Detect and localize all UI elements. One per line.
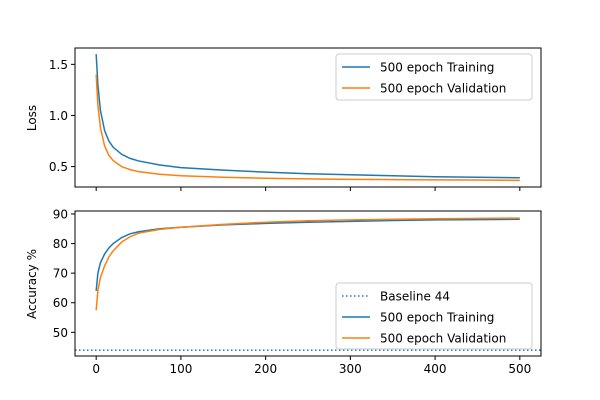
loss-y-tick-label: 1.0 [49, 109, 68, 123]
accuracy-series-layer [75, 217, 541, 351]
loss-legend: 500 epoch Training 500 epoch Validation [335, 53, 533, 101]
loss-series-layer [95, 54, 520, 182]
accuracy-y-axis-label: Accuracy % [25, 249, 39, 319]
loss-y-axis-label: Loss [25, 105, 39, 131]
loss-tick-layer: 0.5 1.0 1.5 [49, 58, 521, 191]
accuracy-series-500-epoch-validation [95, 217, 520, 311]
accuracy-x-tick-label: 200 [254, 362, 277, 376]
loss-y-tick-label: 1.5 [49, 58, 68, 72]
loss-axes-frame [74, 47, 542, 188]
accuracy-x-tick-label: 100 [169, 362, 192, 376]
loss-legend-box [335, 53, 533, 101]
accuracy-axes-frame [74, 210, 542, 357]
accuracy-legend-box [335, 282, 533, 350]
accuracy-y-tick-label: 90 [53, 207, 68, 221]
loss-y-tick-label: 0.5 [49, 160, 68, 174]
loss-legend-label: 500 epoch Validation [380, 82, 506, 96]
accuracy-x-tick-label: 400 [424, 362, 447, 376]
loss-series-500-epoch-validation [95, 74, 520, 182]
accuracy-x-tick-label: 300 [339, 362, 362, 376]
accuracy-legend-label: 500 epoch Training [380, 311, 494, 325]
loss-legend-label: 500 epoch Training [380, 61, 494, 75]
loss-series-500-epoch-training [95, 54, 520, 179]
accuracy-y-tick-label: 60 [53, 296, 68, 310]
accuracy-legend: Baseline 44 500 epoch Training 500 epoch V… [335, 282, 533, 350]
accuracy-legend-label: 500 epoch Validation [380, 332, 506, 346]
accuracy-legend-label: Baseline 44 [380, 290, 450, 304]
accuracy-x-tick-label: 0 [92, 362, 100, 376]
accuracy-x-tick-label: 500 [508, 362, 531, 376]
accuracy-y-tick-label: 80 [53, 237, 68, 251]
accuracy-y-tick-label: 50 [53, 326, 68, 340]
accuracy-subplot: 0 100 200 300 400 500 50 60 70 80 90 Accuracy % Ba… [25, 207, 542, 376]
accuracy-y-tick-label: 70 [53, 267, 68, 281]
accuracy-tick-layer: 0 100 200 300 400 500 50 60 70 80 90 [53, 207, 532, 376]
